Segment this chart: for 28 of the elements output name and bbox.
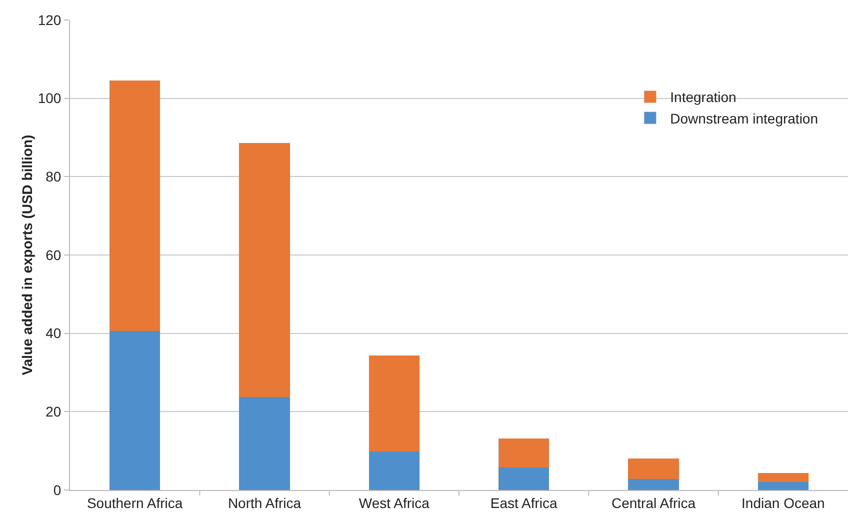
bar	[110, 330, 160, 490]
x-tick-label: Indian Ocean	[742, 494, 825, 511]
bar	[758, 473, 808, 482]
bar	[498, 467, 550, 490]
bar	[239, 142, 290, 397]
bar	[110, 80, 160, 331]
y-tick-label: 120	[38, 12, 62, 28]
y-tick-label: 20	[46, 404, 62, 420]
y-tick-label: 40	[46, 325, 62, 342]
bar	[239, 396, 290, 490]
x-tick-label: Central Africa	[611, 494, 696, 511]
x-tick-label: East Africa	[490, 494, 558, 511]
bar	[368, 452, 420, 490]
x-tick-label: West Africa	[358, 494, 430, 511]
bar	[628, 479, 679, 490]
y-tick-label: 60	[46, 246, 62, 263]
legend-label: Integration	[670, 89, 736, 106]
y-tick-label: 0	[53, 482, 62, 498]
y-tick-label: 80	[46, 168, 62, 185]
x-tick-label: North Africa	[228, 494, 302, 511]
x-tick-label: Southern Africa	[86, 494, 183, 511]
y-tick-label: 100	[38, 90, 62, 106]
legend-label: Downstream integration	[670, 110, 818, 126]
bar	[498, 438, 550, 468]
bar	[368, 356, 420, 452]
bar	[758, 482, 808, 490]
bar	[628, 458, 679, 480]
y-axis-title: Value added in exports (USD billion)	[19, 134, 35, 376]
